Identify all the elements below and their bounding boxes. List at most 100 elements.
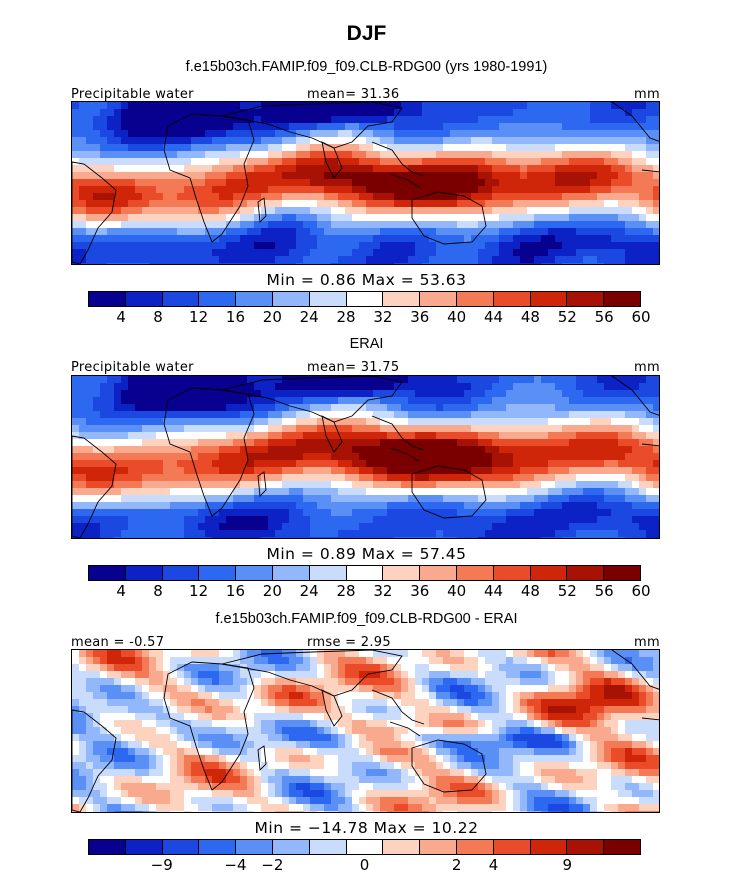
panel-1-min-max: Min = 0.86 Max = 53.63 bbox=[266, 271, 467, 289]
colorbar-tick-label: 2 bbox=[451, 856, 462, 874]
coastline bbox=[221, 102, 403, 149]
colorbar-swatch bbox=[162, 566, 200, 580]
colorbar-swatch bbox=[272, 292, 310, 306]
panel-1-colorbar-ticks: 4 8 12 16 20 24 28 32 36 40 44 48 52 56 60 bbox=[88, 308, 650, 326]
coastline bbox=[72, 709, 117, 812]
panel-3-rmse-label: rmse = 2.95 bbox=[307, 635, 391, 650]
colorbar-swatch bbox=[89, 292, 126, 306]
coastline bbox=[72, 435, 117, 538]
colorbar-swatch bbox=[199, 292, 237, 306]
colorbar-swatch bbox=[162, 840, 200, 854]
colorbar-tick-label: 48 bbox=[520, 308, 540, 326]
colorbar-swatch bbox=[420, 566, 457, 580]
panel-1-mean-label: mean= 31.36 bbox=[307, 87, 400, 102]
colorbar-tick-label: 16 bbox=[225, 308, 245, 326]
colorbar-swatch bbox=[604, 840, 640, 854]
panel-3-units-label: mm bbox=[634, 635, 660, 650]
colorbar-swatch bbox=[272, 840, 310, 854]
colorbar-tick-label: 8 bbox=[153, 582, 163, 600]
colorbar-tick-label: 8 bbox=[153, 308, 163, 326]
colorbar-tick-label: 16 bbox=[225, 582, 245, 600]
colorbar-tick-label: 40 bbox=[447, 582, 467, 600]
colorbar-tick-label: 24 bbox=[299, 308, 319, 326]
colorbar-swatch bbox=[236, 566, 273, 580]
colorbar-tick-label: 28 bbox=[336, 308, 356, 326]
colorbar-tick-label: 60 bbox=[631, 582, 651, 600]
coastline bbox=[611, 102, 659, 173]
coastline bbox=[257, 197, 267, 223]
season-title: DJF bbox=[346, 22, 387, 45]
colorbar-tick-label: 4 bbox=[488, 856, 499, 874]
colorbar-swatch bbox=[309, 292, 347, 306]
colorbar-swatch bbox=[236, 840, 273, 854]
panel-2-colorbar bbox=[88, 565, 641, 581]
colorbar-tick-label: 4 bbox=[116, 308, 126, 326]
colorbar-swatch bbox=[530, 840, 568, 854]
colorbar-tick-label: 12 bbox=[189, 582, 209, 600]
colorbar-swatch bbox=[125, 840, 163, 854]
panel-1-map bbox=[71, 101, 660, 265]
colorbar-swatch bbox=[604, 292, 640, 306]
colorbar-swatch bbox=[346, 566, 384, 580]
colorbar-swatch bbox=[125, 292, 163, 306]
colorbar-tick-label: 44 bbox=[483, 582, 504, 600]
coastline bbox=[321, 141, 343, 179]
colorbar-tick-label: 44 bbox=[483, 308, 504, 326]
panel-2-colorbar-ticks: 4 8 12 16 20 24 28 32 36 40 44 48 52 56 60 bbox=[88, 582, 650, 600]
colorbar-tick-label: 48 bbox=[520, 582, 540, 600]
colorbar-swatch bbox=[162, 292, 200, 306]
panel-3-colorbar-ticks: −9 −4 −2 0 2 4 9 bbox=[88, 856, 641, 874]
colorbar-swatch bbox=[309, 840, 347, 854]
panel-2-mean-label: mean= 31.75 bbox=[307, 360, 400, 375]
panel-1-variable-label: Precipitable water bbox=[71, 87, 194, 102]
colorbar-swatch bbox=[199, 840, 237, 854]
colorbar-tick-label: 28 bbox=[336, 582, 356, 600]
coastline bbox=[72, 161, 117, 264]
colorbar-swatch bbox=[567, 566, 605, 580]
colorbar-tick-label: 0 bbox=[359, 856, 370, 874]
coastline bbox=[371, 141, 425, 189]
colorbar-swatch bbox=[199, 566, 237, 580]
colorbar-swatch bbox=[89, 840, 126, 854]
coastline bbox=[611, 650, 659, 721]
colorbar-tick-label: 4 bbox=[116, 582, 126, 600]
panel-2-map bbox=[71, 375, 660, 539]
coastline bbox=[411, 191, 487, 245]
panel-2-variable-label: Precipitable water bbox=[71, 360, 194, 375]
field-shading bbox=[72, 102, 659, 264]
coastline bbox=[321, 415, 343, 453]
colorbar-swatch bbox=[383, 566, 421, 580]
colorbar-tick-label: 60 bbox=[631, 308, 651, 326]
panel-3-title: f.e15b03ch.FAMIP.f09_f09.CLB-RDG00 - ERA… bbox=[215, 611, 518, 627]
colorbar-tick-label: 52 bbox=[557, 582, 577, 600]
colorbar-tick-label: 20 bbox=[262, 582, 282, 600]
colorbar-swatch bbox=[420, 292, 457, 306]
colorbar-tick-label: −4 bbox=[224, 856, 247, 874]
panel-2-min-max: Min = 0.89 Max = 57.45 bbox=[266, 545, 467, 563]
coastline bbox=[371, 415, 425, 463]
coastline bbox=[221, 376, 403, 423]
coastline bbox=[611, 376, 659, 447]
field-shading bbox=[72, 650, 659, 812]
colorbar-swatch bbox=[567, 292, 605, 306]
colorbar-tick-label: 52 bbox=[557, 308, 577, 326]
colorbar-swatch bbox=[272, 566, 310, 580]
colorbar-swatch bbox=[567, 840, 605, 854]
colorbar-swatch bbox=[530, 566, 568, 580]
colorbar-tick-label: 36 bbox=[410, 582, 430, 600]
colorbar-swatch bbox=[493, 292, 531, 306]
panel-3-colorbar bbox=[88, 839, 641, 855]
colorbar-tick-label: 9 bbox=[562, 856, 573, 874]
colorbar-swatch bbox=[309, 566, 347, 580]
colorbar-swatch bbox=[125, 566, 163, 580]
colorbar-swatch bbox=[530, 292, 568, 306]
colorbar-tick-label: 56 bbox=[594, 308, 614, 326]
colorbar-swatch bbox=[493, 566, 531, 580]
colorbar-swatch bbox=[236, 292, 273, 306]
colorbar-swatch bbox=[89, 566, 126, 580]
panel-2-title: ERAI bbox=[349, 336, 384, 352]
field-shading bbox=[72, 376, 659, 538]
panel-3-mean-label: mean = -0.57 bbox=[71, 635, 165, 650]
coastline bbox=[411, 465, 487, 519]
panel-3-min-max: Min = −14.78 Max = 10.22 bbox=[254, 819, 479, 837]
